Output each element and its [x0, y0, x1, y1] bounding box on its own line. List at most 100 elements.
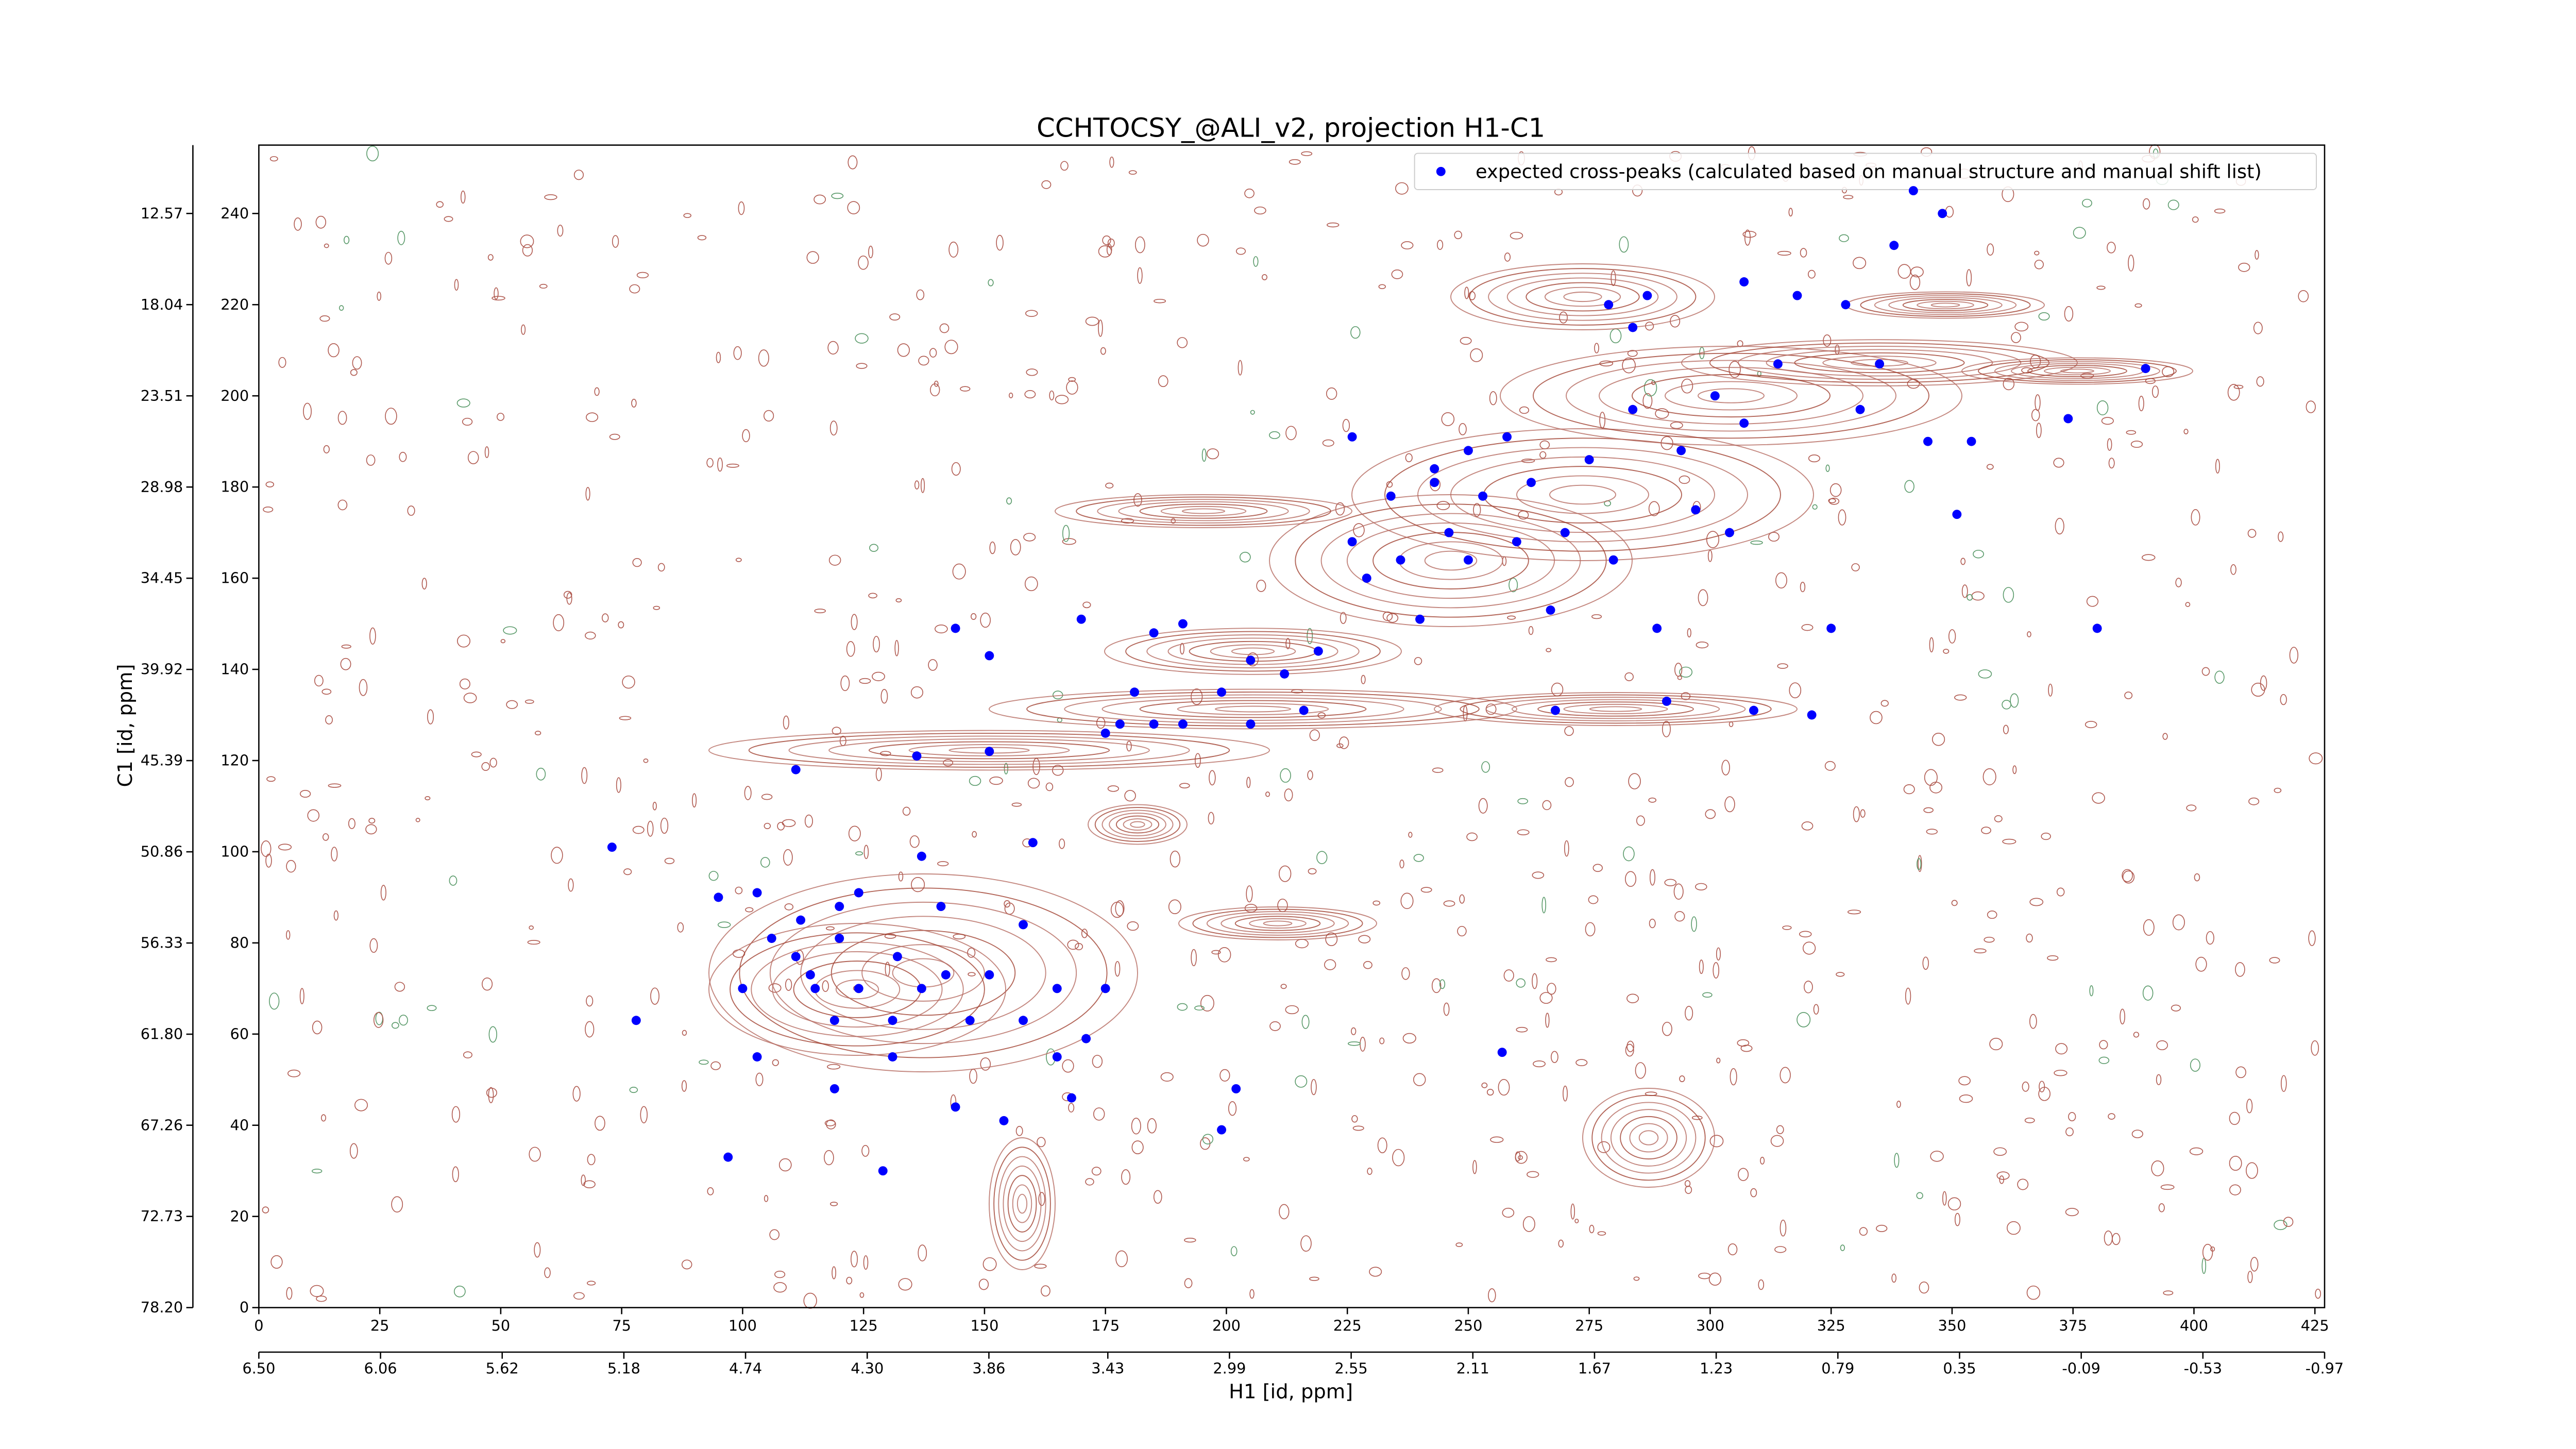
noise-contour — [1102, 235, 1111, 245]
noise-contour — [861, 1145, 870, 1157]
noise-contour — [1295, 1075, 1308, 1088]
noise-contour — [586, 995, 594, 1007]
noise-contour — [1517, 829, 1530, 835]
contour — [1506, 277, 1659, 316]
noise-contour — [1160, 1072, 1174, 1082]
noise-contour — [2126, 430, 2137, 435]
noise-contour — [2185, 602, 2191, 607]
noise-contour — [1750, 1188, 1757, 1198]
cross-peak — [1052, 1052, 1062, 1062]
noise-contour — [436, 201, 444, 208]
noise-contour — [2084, 720, 2097, 729]
noise-contour — [1999, 1175, 2005, 1184]
noise-contour — [851, 614, 858, 630]
contour — [1263, 920, 1293, 926]
cross-peak — [752, 1052, 762, 1062]
noise-contour — [1780, 1219, 1787, 1237]
noise-contour — [1967, 594, 1973, 601]
noise-contour — [682, 1030, 687, 1036]
noise-contour — [1591, 614, 1602, 619]
contour — [1234, 916, 1321, 931]
noise-contour — [1308, 868, 1317, 874]
noise-contour — [2086, 596, 2099, 607]
noise-contour — [1191, 688, 1203, 705]
noise-contour — [2065, 1127, 2074, 1136]
noise-contour — [2215, 459, 2220, 474]
contour — [1320, 513, 1581, 609]
noise-contour — [850, 1251, 858, 1268]
noise-contour — [1597, 1141, 1611, 1153]
noise-contour — [1623, 846, 1635, 862]
noise-contour — [2098, 1056, 2110, 1064]
noise-contour — [269, 992, 280, 1010]
noise-contour — [778, 1158, 792, 1172]
noise-contour — [1546, 957, 1557, 963]
noise-contour — [2002, 838, 2016, 845]
noise-contour — [1800, 582, 1806, 593]
noise-contour — [1758, 1279, 1765, 1290]
contour — [730, 932, 985, 1047]
noise-contour — [773, 1282, 787, 1293]
noise-contour — [324, 243, 329, 248]
noise-contour — [1649, 918, 1656, 929]
cross-peak — [1178, 619, 1188, 629]
noise-contour — [972, 831, 977, 838]
noise-contour — [1918, 855, 1922, 872]
noise-contour — [969, 1069, 977, 1084]
contour — [1516, 475, 1649, 514]
y2-tick-label: 78.20 — [141, 1299, 183, 1316]
noise-contour — [1801, 624, 1814, 631]
noise-contour — [1372, 900, 1381, 906]
noise-contour — [2130, 441, 2143, 448]
noise-contour — [2230, 564, 2236, 575]
noise-contour — [863, 845, 869, 860]
noise-contour — [286, 860, 296, 873]
noise-contour — [303, 402, 312, 420]
noise-contour — [1235, 247, 1246, 255]
noise-contour — [1789, 682, 1802, 699]
noise-contour — [2280, 694, 2287, 705]
noise-contour — [337, 499, 348, 511]
noise-contour — [2143, 198, 2150, 210]
noise-contour — [1730, 1068, 1737, 1086]
noise-contour — [785, 979, 792, 991]
noise-contour — [616, 777, 621, 793]
noise-contour — [343, 235, 350, 244]
noise-contour — [1813, 1004, 1819, 1015]
noise-contour — [1515, 1151, 1528, 1164]
cross-peak — [1115, 719, 1125, 729]
x-tick-label: 250 — [1454, 1317, 1482, 1334]
cross-peak — [805, 970, 815, 980]
noise-contour — [299, 988, 304, 1004]
x2-tick-label: 1.67 — [1578, 1360, 1611, 1377]
noise-contour — [619, 716, 632, 720]
cross-peak — [1889, 241, 1899, 250]
contour — [1139, 503, 1268, 519]
noise-contour — [2031, 409, 2040, 422]
contour — [1994, 361, 2160, 381]
noise-contour — [1843, 195, 1854, 199]
noise-contour — [328, 343, 340, 358]
contour — [1088, 804, 1188, 845]
noise-contour — [581, 767, 588, 784]
cross-peak — [2092, 624, 2102, 633]
noise-contour — [1093, 1107, 1105, 1121]
contour — [1601, 1102, 1697, 1174]
noise-contour — [1691, 916, 1697, 932]
contour — [1130, 821, 1145, 828]
noise-contour — [1201, 448, 1207, 462]
y-tick-label: 160 — [221, 569, 249, 587]
noise-contour — [1517, 798, 1529, 804]
noise-contour — [471, 751, 482, 757]
noise-contour — [772, 1059, 779, 1066]
cross-peak — [714, 892, 723, 902]
y2-tick-label: 34.45 — [141, 569, 183, 587]
noise-contour — [935, 625, 948, 634]
noise-contour — [1597, 1231, 1606, 1236]
noise-contour — [744, 786, 752, 800]
y-tick-label: 140 — [221, 661, 249, 678]
noise-contour — [2269, 957, 2280, 964]
x-tick-label: 200 — [1212, 1317, 1241, 1334]
contour — [1450, 263, 1715, 330]
noise-contour — [1098, 245, 1112, 258]
